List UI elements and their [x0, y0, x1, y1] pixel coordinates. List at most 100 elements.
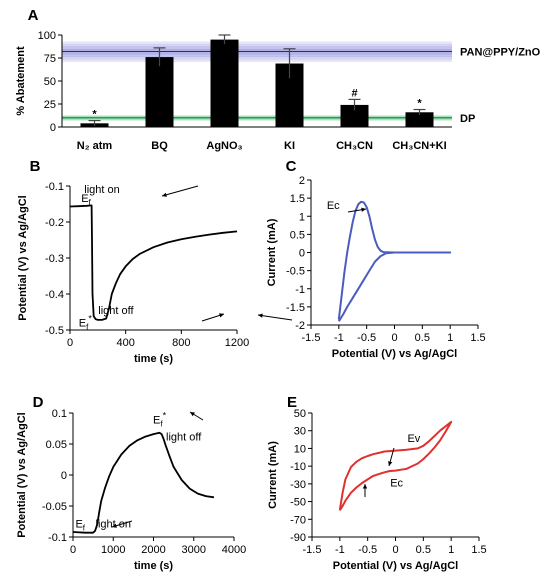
y-tick-label: -1.5 — [286, 302, 305, 314]
band-shade — [62, 116, 452, 118]
y-tick-label: -0.1 — [48, 532, 67, 544]
y-tick-label: 0.05 — [46, 439, 67, 451]
bar — [210, 39, 239, 127]
band-shade — [62, 119, 452, 121]
x-tick-label: -1.5 — [303, 544, 322, 556]
annotation-light-on: light on — [96, 519, 131, 531]
x-axis-label: time (s) — [134, 353, 173, 365]
annotation-light-on: light on — [84, 184, 119, 196]
category-label: KI — [284, 140, 295, 152]
x-tick-label: -0.5 — [357, 332, 376, 344]
annotation-light-off: light off — [166, 431, 202, 443]
y-tick-label: 0 — [50, 122, 56, 134]
y-tick-label: 75 — [44, 53, 56, 65]
band-pan-ppy-zno: PAN@PPY/ZnO — [62, 41, 541, 62]
y-tick-label: 2 — [299, 175, 305, 187]
y-tick-label: 50 — [294, 408, 306, 420]
x-tick-label: 1000 — [101, 544, 125, 556]
x-tick-label: 0.5 — [415, 332, 430, 344]
annotation-arrow — [161, 185, 199, 197]
annotation-ec: Ec — [327, 200, 340, 212]
y-tick-label: 0.5 — [290, 229, 305, 241]
band-shade — [62, 119, 452, 121]
band-dp: DP — [62, 113, 475, 125]
y-tick-label: -1 — [295, 284, 305, 296]
y-tick-label: -10 — [290, 461, 306, 473]
x-tick-label: -1.5 — [302, 332, 321, 344]
band-shade — [62, 41, 452, 45]
x-tick-label: 3000 — [182, 544, 206, 556]
annotation-arrowhead — [361, 207, 366, 212]
y-tick-label: 30 — [294, 426, 306, 438]
band-shade — [62, 43, 452, 47]
band-shade — [62, 118, 452, 120]
y-tick-label: -0.4 — [45, 289, 64, 301]
annotation-arrowhead — [388, 461, 393, 466]
y-tick-label: -0.05 — [42, 501, 67, 513]
x-tick-label: 1 — [447, 332, 453, 344]
annotation-e: Ef — [81, 193, 91, 207]
panel-a: A PAN@PPY/ZnO DP 0 25 50 75 100 % Abatement * N₂ a… — [15, 7, 541, 152]
annotation-ev: Ev — [407, 433, 420, 445]
band-shade — [62, 51, 452, 55]
x-tick-label: 2000 — [141, 544, 165, 556]
panel-label-a: A — [28, 7, 39, 24]
x-tick-label: 0 — [391, 332, 397, 344]
y-tick-label: -0.5 — [45, 325, 64, 337]
annotation-ec: Ec — [390, 478, 403, 490]
category-label: BQ — [151, 140, 168, 152]
annotation-arrow — [257, 314, 293, 321]
y-tick-label: 0 — [61, 470, 67, 482]
x-tick-label: 0 — [392, 544, 398, 556]
y-tick-label: -70 — [290, 514, 306, 526]
category-label: N₂ atm — [77, 140, 113, 152]
y-tick-label: -0.2 — [45, 217, 64, 229]
y-tick-label: 1 — [299, 211, 305, 223]
x-tick-label: 400 — [116, 337, 134, 349]
band-shade — [62, 54, 452, 57]
x-tick-label: 800 — [172, 337, 190, 349]
y-tick-label: 25 — [44, 99, 56, 111]
series-line — [338, 420, 453, 511]
x-tick-label: -0.5 — [358, 544, 377, 556]
series-line — [72, 431, 215, 534]
panel-c: C21.510.50-0.5-1-1.5-2-1.5 -1 -0.5 0 0.5 1 1.5… — [266, 158, 486, 360]
y-tick-label: 100 — [38, 30, 56, 42]
x-axis-label: Potential (V) vs Ag/AgCl — [332, 348, 458, 360]
band-shade — [62, 59, 452, 62]
x-tick-label: 1 — [448, 544, 454, 556]
y-tick-label: 10 — [294, 443, 306, 455]
significance-mark: * — [417, 98, 422, 110]
band-label: PAN@PPY/ZnO — [460, 47, 541, 59]
category-label: CH₃CN — [336, 140, 373, 152]
y-tick-label: 0.1 — [52, 408, 67, 420]
y-tick-label: -90 — [290, 532, 306, 544]
annotation-arrowhead — [190, 412, 195, 417]
y-tick-label: -0.1 — [45, 181, 64, 193]
panel-label-b: B — [30, 158, 41, 175]
significance-mark: # — [351, 87, 357, 99]
y-tick-label: -0.3 — [45, 253, 64, 265]
annotation-arrowhead — [362, 484, 368, 489]
panel-d: D0.10.050-0.05-0.10 1000 2000 3000 4000time … — [16, 394, 246, 572]
bar — [145, 57, 174, 127]
x-tick-label: 0 — [70, 544, 76, 556]
x-axis-label: time (s) — [134, 560, 173, 572]
band-shade — [62, 115, 452, 117]
annotation-arrowhead — [112, 523, 117, 528]
category-label: AgNO₃ — [206, 140, 242, 152]
y-axis-label: Current (mA) — [267, 441, 279, 509]
annotation-light-off: light off — [98, 305, 134, 317]
y-tick-label: 1.5 — [290, 193, 305, 205]
y-axis-label: % Abatement — [15, 46, 27, 116]
annotation-arrowhead — [162, 192, 167, 197]
panel-label-c: C — [286, 158, 297, 175]
panel-label-d: D — [33, 394, 44, 411]
x-axis-label: Potential (V) vs Ag/AgCl — [333, 560, 459, 572]
x-tick-label: -1 — [335, 544, 345, 556]
annotation-arrowhead — [219, 313, 224, 318]
bar — [405, 112, 434, 127]
y-axis-label: Potential (V) vs Ag/AgCl — [17, 195, 29, 321]
y-tick-label: 50 — [44, 76, 56, 88]
